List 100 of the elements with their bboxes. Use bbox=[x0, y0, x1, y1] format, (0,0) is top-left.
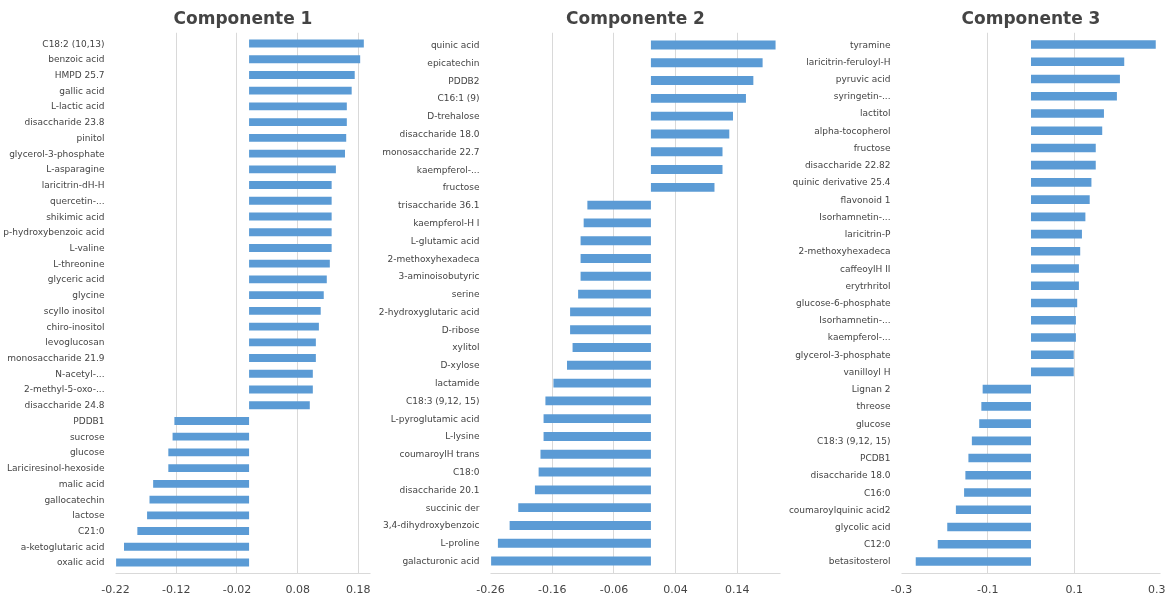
y-tick-label: vanilloyl H bbox=[843, 366, 891, 377]
y-tick-label: L-lactic acid bbox=[50, 101, 105, 112]
y-tick-label: glycerol-3-phosphate bbox=[795, 349, 891, 360]
y-tick-label: gallocatechin bbox=[44, 494, 105, 505]
y-tick-label: L-asparagine bbox=[46, 164, 105, 175]
bar bbox=[570, 307, 651, 317]
y-tick-label: glyceric acid bbox=[47, 274, 105, 285]
bar bbox=[538, 467, 651, 477]
bar bbox=[580, 271, 651, 281]
y-tick-label: kaempferol-... bbox=[827, 332, 891, 343]
y-tick-label: C21:0 bbox=[78, 526, 105, 537]
y-tick-label: C18:2 (10,13) bbox=[42, 38, 105, 49]
bar bbox=[650, 93, 746, 103]
y-tick-label: 2-methoxyhexadeca bbox=[387, 253, 480, 264]
bar bbox=[249, 71, 355, 79]
bar bbox=[491, 556, 651, 566]
bar bbox=[249, 86, 352, 95]
bar bbox=[249, 306, 321, 315]
y-tick-label: quinic derivative 25.4 bbox=[792, 177, 891, 188]
bar bbox=[249, 133, 347, 142]
bar bbox=[168, 464, 250, 473]
bar bbox=[149, 495, 250, 504]
x-tick-label: -0.26 bbox=[476, 582, 505, 596]
bar bbox=[580, 254, 651, 263]
y-tick-label: gallic acid bbox=[59, 85, 105, 96]
bar bbox=[168, 448, 250, 457]
bar bbox=[583, 218, 651, 228]
bar bbox=[174, 417, 250, 425]
bar bbox=[650, 58, 763, 68]
x-tick-label: 0.14 bbox=[725, 582, 750, 596]
y-tick-label: scyllo inositol bbox=[43, 305, 105, 316]
bar bbox=[650, 147, 723, 157]
y-tick-label: caffeoylH II bbox=[840, 263, 891, 274]
y-tick-label: trisaccharide 36.1 bbox=[398, 200, 480, 211]
y-tick-label: glycine bbox=[72, 290, 105, 301]
y-tick-label: fructose bbox=[442, 182, 480, 193]
y-tick-label: kaempferol-... bbox=[416, 164, 480, 175]
bar bbox=[509, 521, 651, 530]
x-tick-label: -0.12 bbox=[161, 582, 191, 596]
y-tick-label: erytrhritol bbox=[845, 280, 891, 291]
bar bbox=[249, 244, 332, 252]
bar bbox=[545, 396, 651, 406]
chart-title: Componente 2 bbox=[566, 7, 705, 28]
x-tick-label: 0.04 bbox=[663, 582, 688, 596]
bar bbox=[249, 228, 332, 237]
bar bbox=[650, 40, 776, 50]
x-tick-label: 0.08 bbox=[285, 582, 310, 596]
bar bbox=[249, 291, 324, 300]
y-tick-label: C12:0 bbox=[864, 539, 891, 550]
bar bbox=[580, 236, 651, 246]
x-tick-label: -0.16 bbox=[537, 582, 567, 596]
x-tick-label: -0.22 bbox=[101, 582, 130, 596]
y-tick-label: C16:1 (9) bbox=[437, 93, 480, 104]
y-tick-label: C18:3 (9,12, 15) bbox=[405, 395, 480, 406]
bar bbox=[650, 111, 733, 121]
bar bbox=[570, 325, 651, 335]
y-tick-label: a-ketoglutaric acid bbox=[20, 541, 105, 552]
y-tick-label: glycerol-3-phosphate bbox=[9, 148, 105, 159]
bar bbox=[124, 542, 250, 551]
y-tick-label: 3-aminoisobutyric bbox=[398, 271, 480, 282]
bar bbox=[578, 289, 651, 299]
y-tick-label: C18:3 (9,12, 15) bbox=[816, 435, 891, 446]
y-tick-label: disaccharide 23.8 bbox=[24, 117, 105, 128]
bar bbox=[650, 76, 754, 85]
y-tick-label: Lignan 2 bbox=[851, 384, 891, 395]
y-tick-label: L-lysine bbox=[445, 431, 480, 442]
y-tick-label: C18:0 bbox=[453, 467, 480, 478]
y-tick-label: sucrose bbox=[69, 431, 105, 442]
y-tick-label: L-pyroglutamic acid bbox=[390, 413, 480, 424]
y-tick-label: D-trehalose bbox=[427, 111, 480, 122]
chart-title: Componente 1 bbox=[173, 7, 313, 28]
x-tick-label: -0.06 bbox=[599, 582, 629, 596]
y-tick-label: L-threonine bbox=[53, 258, 105, 269]
y-tick-label: 2-methyl-5-oxo-... bbox=[23, 384, 105, 395]
bar bbox=[540, 449, 651, 459]
y-tick-label: syringetin-... bbox=[833, 91, 891, 102]
y-tick-label: laricitrin-P bbox=[844, 229, 892, 240]
bar bbox=[518, 503, 651, 513]
x-tick-label: -0.02 bbox=[222, 582, 252, 596]
bar bbox=[249, 322, 319, 331]
y-tick-label: coumaroylH trans bbox=[399, 449, 480, 460]
y-tick-label: HMPD 25.7 bbox=[54, 69, 105, 80]
y-tick-label: quinic acid bbox=[430, 39, 480, 50]
y-tick-label: oxalic acid bbox=[56, 557, 105, 568]
y-tick-label: C16:0 bbox=[864, 487, 891, 498]
y-tick-label: succinic der bbox=[425, 502, 480, 513]
x-tick-label: 0.18 bbox=[346, 582, 371, 596]
bar bbox=[650, 165, 723, 174]
bar bbox=[587, 200, 651, 210]
bar bbox=[249, 275, 327, 284]
y-tick-label: monosaccharide 21.9 bbox=[7, 353, 105, 364]
y-tick-label: monosaccharide 22.7 bbox=[382, 146, 480, 157]
y-tick-label: chiro-inositol bbox=[46, 321, 105, 332]
y-tick-label: N-acetyl-... bbox=[55, 368, 105, 379]
y-tick-label: betasitosterol bbox=[828, 556, 891, 567]
bar bbox=[572, 343, 651, 352]
bar bbox=[249, 149, 345, 158]
y-tick-label: 2-hydroxyglutaric acid bbox=[378, 306, 480, 317]
y-tick-label: 3,4-dihydroxybenzoic bbox=[382, 520, 480, 531]
y-tick-label: glucose bbox=[69, 447, 105, 458]
